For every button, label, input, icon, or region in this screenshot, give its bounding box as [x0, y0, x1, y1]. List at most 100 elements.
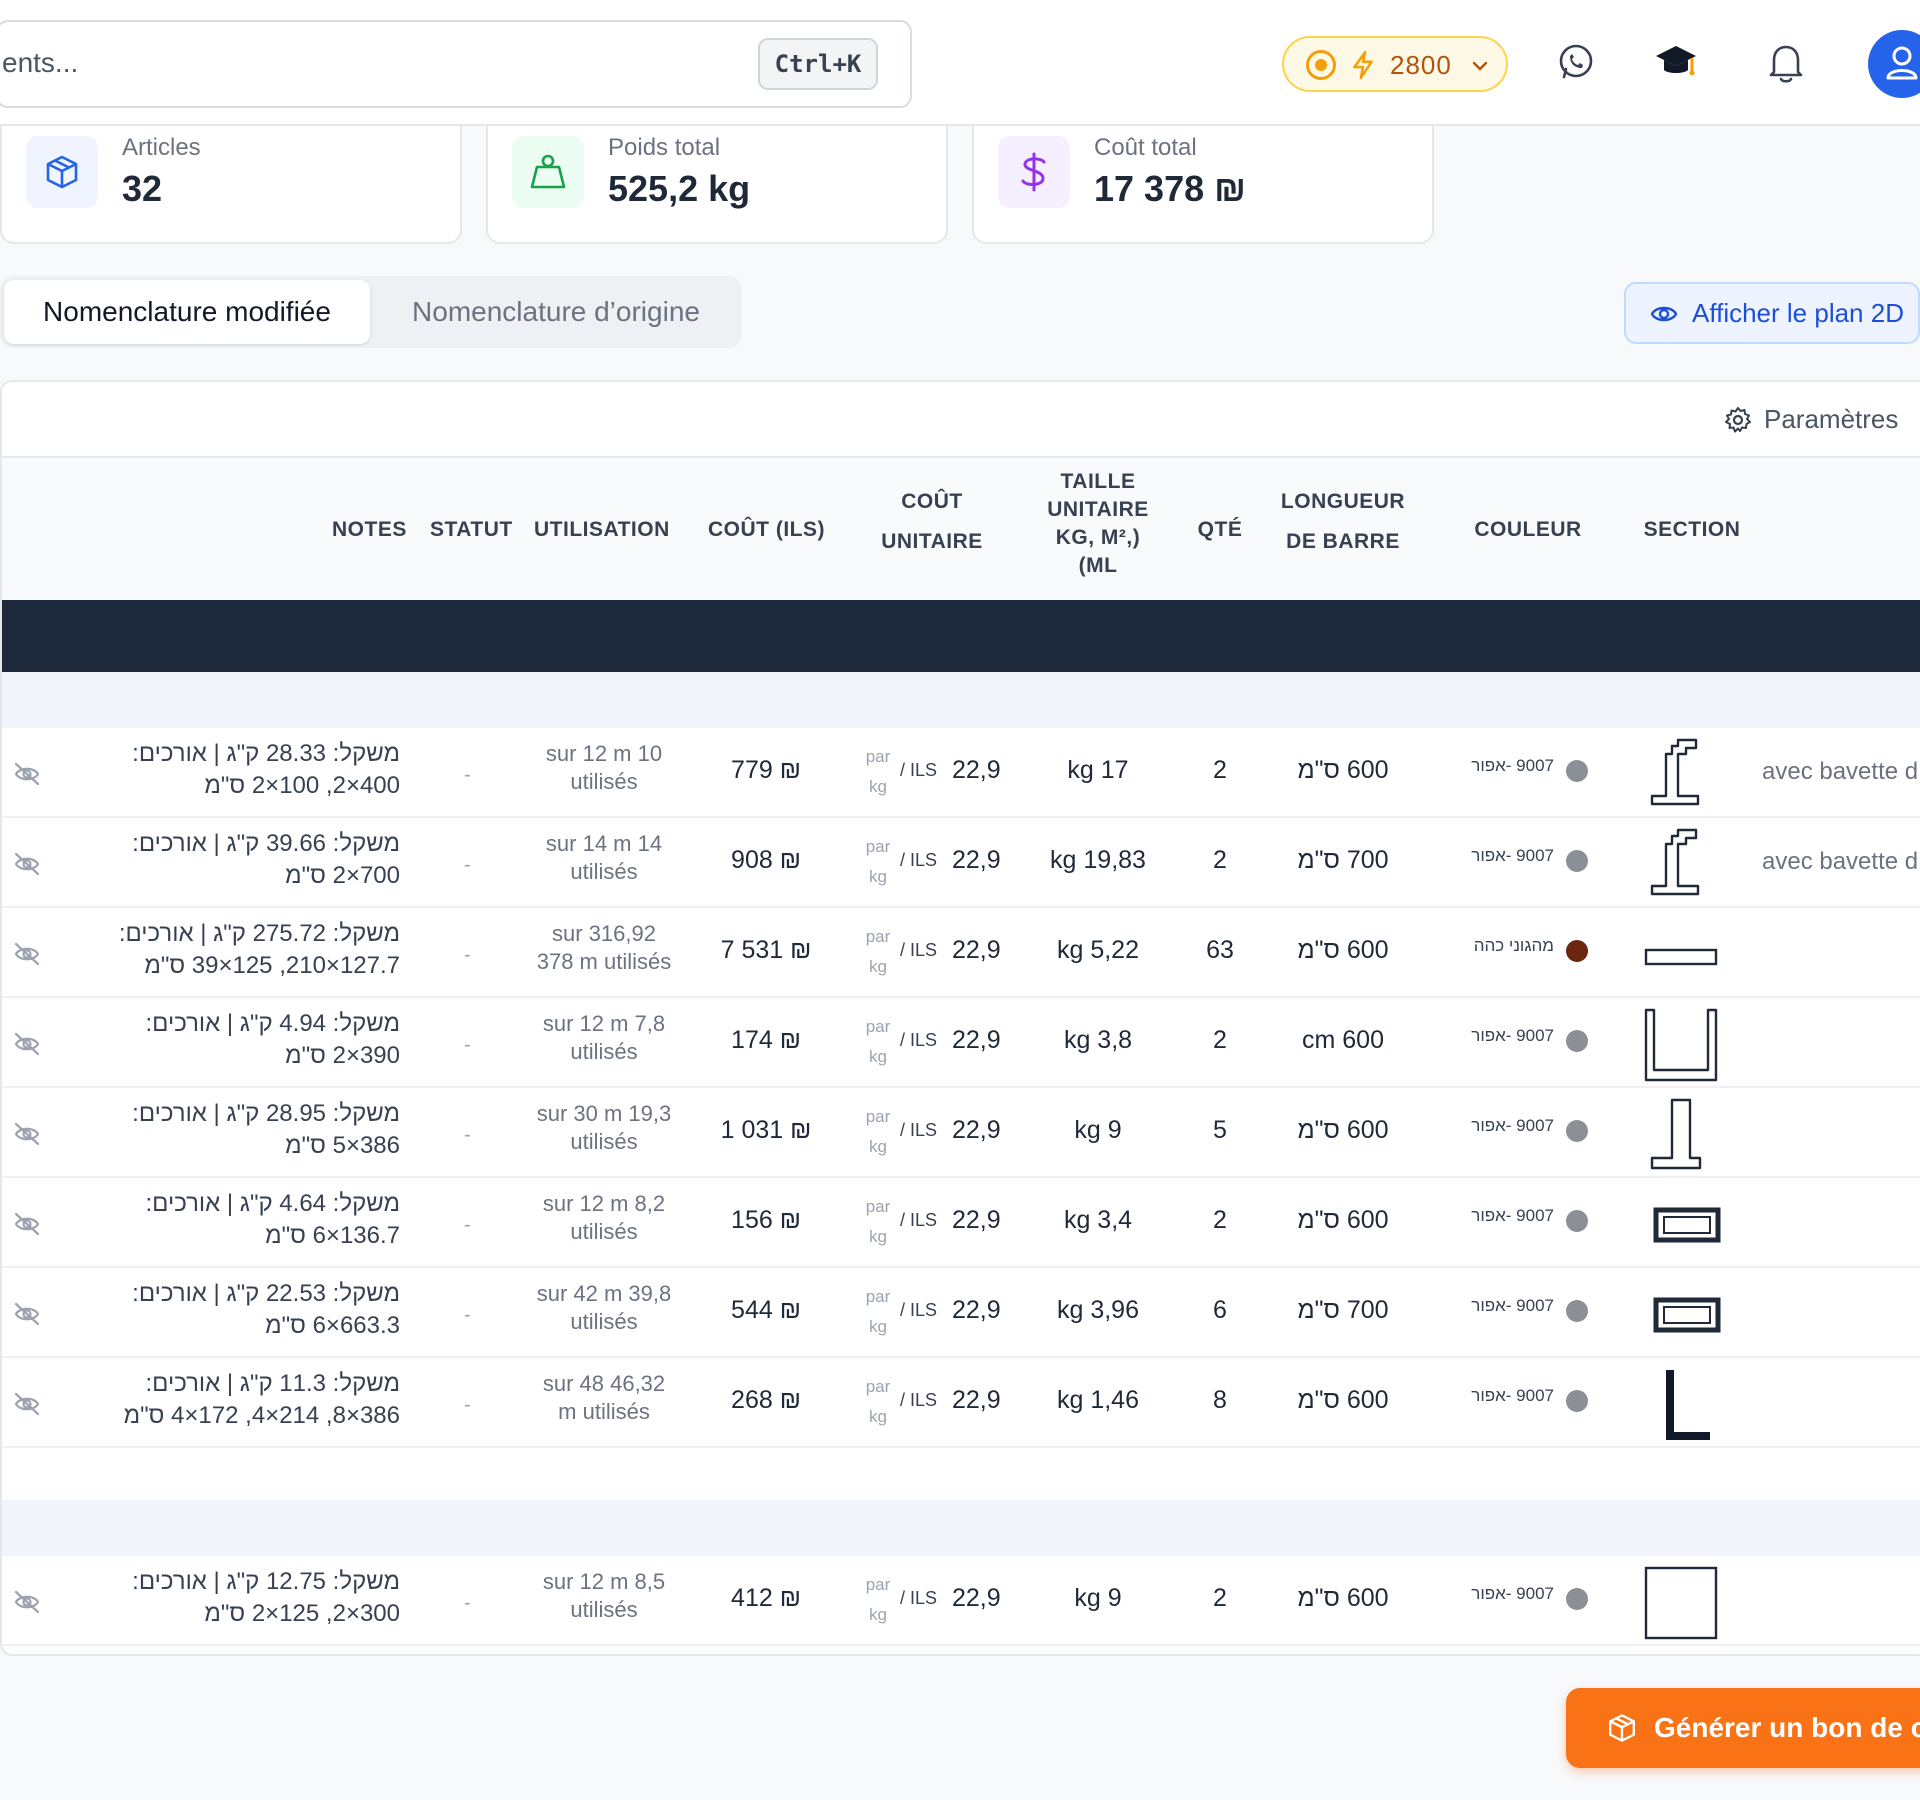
row-unit-cost: 22,9 [952, 1296, 1001, 1324]
group-band [2, 1500, 1920, 1556]
section-profile-icon[interactable] [1644, 1562, 1724, 1642]
section-profile-icon[interactable] [1644, 1274, 1724, 1354]
row-cost: 412 ₪ [731, 1584, 801, 1612]
table-row[interactable]: משקל: 11.3 ק"ג | אורכים: 386×8, 214×4, 17… [2, 1358, 1920, 1448]
eye-off-icon[interactable] [12, 940, 42, 968]
table-row[interactable]: משקל: 28.33 ק"ג | אורכים: 400×2, 100×2 ס"… [2, 728, 1920, 818]
row-cost: 1 031 ₪ [720, 1116, 812, 1144]
col-unit-size-line2[interactable]: UNITAIRE [1047, 498, 1149, 521]
eye-off-icon[interactable] [12, 1030, 42, 1058]
table-row[interactable]: משקל: 275.72 ק"ג | אורכים: 127.7×210, 125… [2, 908, 1920, 998]
row-cost: 779 ₪ [731, 756, 801, 784]
row-usage-line1: sur 12 m 7,8 [542, 1011, 666, 1036]
row-cost: 156 ₪ [731, 1206, 801, 1234]
row-color-name: 9007 -אפור [1471, 1116, 1554, 1135]
row-unit-currency: / ILS [900, 1390, 938, 1410]
table-row[interactable]: משקל: 22.53 ק"ג | אורכים: 663.3×6 ס"מ - sur… [2, 1268, 1920, 1358]
bolt-icon [1353, 50, 1373, 80]
col-color[interactable]: COULEUR [1474, 518, 1582, 541]
user-avatar[interactable] [1868, 30, 1920, 98]
col-bar-length-line1[interactable]: LONGUEUR [1280, 490, 1406, 513]
eye-off-icon[interactable] [12, 1210, 42, 1238]
color-swatch [1566, 850, 1588, 872]
table-row[interactable]: משקל: 28.95 ק"ג | אורכים: 386×5 ס"מ - sur 3… [2, 1088, 1920, 1178]
col-unit-size-line3[interactable]: KG, M²,) [1055, 526, 1141, 549]
table-row[interactable]: משקל: 4.94 ק"ג | אורכים: 390×2 ס"מ - sur 12… [2, 998, 1920, 1088]
row-unit-size: kg 9 [1074, 1116, 1122, 1144]
col-section[interactable]: SECTION [1643, 518, 1741, 541]
eye-off-icon[interactable] [12, 1588, 42, 1616]
col-unit-size-line1[interactable]: TAILLE [1060, 470, 1136, 493]
row-color-name: 9007 -אפור [1471, 1296, 1554, 1315]
table-row[interactable]: משקל: 12.75 ק"ג | אורכים: 300×2, 125×2 ס"… [2, 1556, 1920, 1646]
row-unit-par: par [865, 1017, 891, 1036]
section-profile-icon[interactable] [1644, 1364, 1724, 1444]
row-quantity: 2 [1213, 1206, 1227, 1234]
view-2d-plan-button[interactable]: Afficher le plan 2D [1624, 282, 1920, 344]
eye-off-icon[interactable] [12, 760, 42, 788]
col-status[interactable]: STATUT [430, 518, 513, 541]
row-status: - [464, 764, 471, 786]
whatsapp-icon[interactable] [1556, 42, 1596, 82]
eye-off-icon[interactable] [12, 1390, 42, 1418]
row-notes-lengths: 663.3×6 ס"מ [265, 1312, 400, 1339]
generate-order-label: Générer un bon de co [1654, 1712, 1920, 1743]
graduation-cap-icon[interactable] [1654, 42, 1698, 82]
row-usage: sur 30 m 19,3 utilisés [522, 1100, 686, 1156]
col-qty[interactable]: QTÉ [1197, 518, 1243, 541]
row-bar-length: 600 ס"מ [1297, 936, 1389, 964]
row-quantity: 8 [1213, 1386, 1227, 1414]
view-2d-plan-label: Afficher le plan 2D [1692, 298, 1904, 328]
stat-card-articles: Articles 32 [0, 126, 462, 244]
tab-modified-bom[interactable]: Nomenclature modifiée [4, 280, 370, 344]
row-notes-lengths: 136.7×6 ס"מ [265, 1222, 400, 1249]
bom-table-card: Paramètres NOTES STATUT UTILISATION COÛT… [0, 380, 1920, 1656]
generate-order-button[interactable]: Générer un bon de co [1566, 1688, 1920, 1768]
col-unit-cost-line2[interactable]: UNITAIRE [881, 530, 983, 553]
chevron-down-icon [1472, 61, 1488, 71]
row-notes-lengths: 300×2, 125×2 ס"מ [204, 1600, 400, 1627]
row-usage: sur 12 m 10 utilisés [522, 740, 686, 796]
col-unit-cost-line1[interactable]: COÛT [901, 490, 963, 513]
tab-original-bom[interactable]: Nomenclature d’origine [412, 296, 700, 327]
eye-off-icon[interactable] [12, 1120, 42, 1148]
row-color-name: 9007 -אפור [1471, 1026, 1554, 1045]
row-usage-line2: utilisés [570, 859, 638, 884]
row-unit-currency: / ILS [900, 940, 938, 960]
section-profile-icon[interactable] [1644, 734, 1724, 814]
search-box[interactable]: ents... Ctrl+K [0, 20, 912, 108]
row-notes-weight: משקל: 28.33 ק"ג | אורכים: [132, 740, 400, 767]
eye-off-icon[interactable] [12, 850, 42, 878]
stat-icon-box [512, 136, 584, 208]
row-notes-lengths: 400×2, 100×2 ס"מ [204, 772, 400, 799]
row-unit-per: par kg [860, 1012, 896, 1072]
col-notes[interactable]: NOTES [332, 518, 407, 541]
row-cost: 7 531 ₪ [720, 936, 812, 964]
bell-icon[interactable] [1766, 42, 1806, 84]
col-unit-size-line4[interactable]: (ML [1078, 554, 1118, 577]
row-color-name: 9007 -אפור [1471, 1584, 1554, 1603]
section-profile-icon[interactable] [1644, 914, 1724, 994]
row-usage: sur 14 m 14 utilisés [522, 830, 686, 886]
credits-button[interactable]: 2800 [1282, 36, 1508, 92]
row-notes-weight: משקל: 4.94 ק"ג | אורכים: [145, 1010, 400, 1037]
top-bar: ents... Ctrl+K 2800 [0, 0, 1920, 126]
section-profile-icon[interactable] [1644, 824, 1724, 904]
table-row[interactable]: משקל: 4.64 ק"ג | אורכים: 136.7×6 ס"מ - sur … [2, 1178, 1920, 1268]
section-profile-icon[interactable] [1644, 1184, 1724, 1264]
section-profile-icon[interactable] [1644, 1004, 1724, 1084]
row-unit-cost: 22,9 [952, 846, 1001, 874]
search-input[interactable]: ents... [2, 47, 79, 78]
col-usage[interactable]: UTILISATION [534, 518, 670, 541]
row-unit-par: par [865, 1287, 891, 1306]
col-cost[interactable]: COÛT (ILS) [708, 518, 825, 541]
eye-off-icon[interactable] [12, 1300, 42, 1328]
row-usage-line1: sur 14 m 14 [545, 831, 663, 856]
row-unit-per: par kg [860, 922, 896, 982]
col-bar-length-line2[interactable]: DE BARRE [1286, 530, 1400, 553]
row-color-name: 9007 -אפור [1471, 1206, 1554, 1225]
table-row[interactable]: משקל: 39.66 ק"ג | אורכים: 700×2 ס"מ - sur 1… [2, 818, 1920, 908]
section-profile-icon[interactable] [1644, 1094, 1724, 1174]
row-unit-kg: kg [869, 1407, 887, 1426]
row-cost: 174 ₪ [731, 1026, 801, 1054]
